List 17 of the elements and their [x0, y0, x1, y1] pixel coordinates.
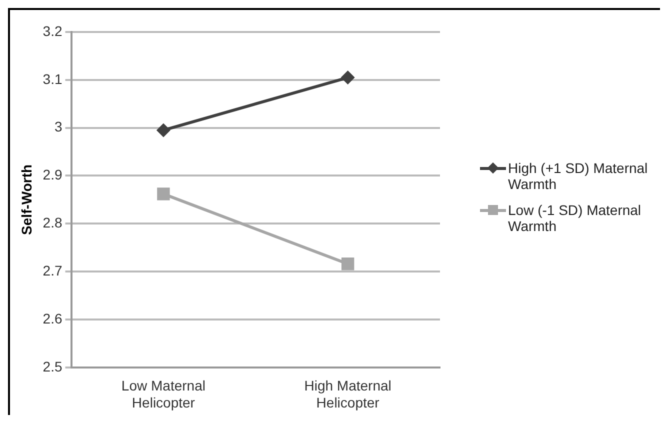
- y-tick-label: 2.6: [42, 310, 62, 326]
- x-tick-label: Low Maternal Helicopter: [121, 378, 206, 410]
- y-tick-label: 2.9: [42, 166, 62, 183]
- y-tick-label: 2.7: [42, 262, 62, 278]
- legend-label: High (+1 SD) Maternal Warmth: [508, 160, 649, 192]
- legend-label: Low (-1 SD) Maternal Warmth: [508, 202, 642, 234]
- y-axis-title: Self-Worth: [18, 164, 34, 235]
- point: [156, 123, 170, 138]
- y-tick-label: 3.1: [42, 70, 62, 87]
- point: [341, 258, 354, 270]
- y-tick-label: 3.2: [42, 22, 62, 39]
- y-tick-label: 2.5: [42, 358, 62, 374]
- y-tick-label: 3: [54, 118, 62, 135]
- x-tick-label: High Maternal Helicopter: [304, 378, 392, 410]
- point: [340, 70, 355, 85]
- point: [157, 188, 170, 200]
- y-tick-label: 2.8: [42, 214, 62, 231]
